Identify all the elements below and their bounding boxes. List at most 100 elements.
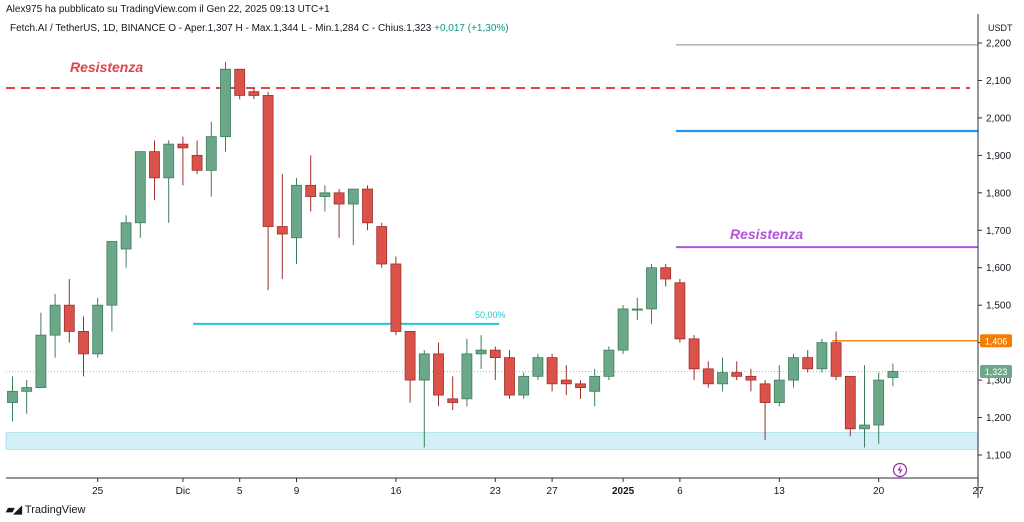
candle [21, 380, 33, 414]
logo-text: TradingView [24, 503, 86, 516]
current-price-badge-bg [980, 364, 1012, 378]
symbol-info-line: Fetch.AI / TetherUS, 1D, BINANCE O - Ape… [10, 23, 509, 34]
x-tick-label: 23 [490, 486, 502, 497]
candle-body [475, 349, 487, 355]
candle-body [390, 263, 402, 332]
candle-body [248, 91, 260, 96]
y-unit-label: USDT [988, 23, 1013, 33]
candle [873, 372, 885, 444]
candle [844, 375, 856, 437]
candle-body [276, 226, 288, 235]
candle [546, 353, 558, 392]
x-tick-label: 27 [973, 486, 985, 497]
candle-body [205, 136, 217, 171]
candle-body [759, 383, 771, 403]
candle [859, 365, 870, 448]
candle-body [461, 353, 473, 400]
candle-body [404, 330, 416, 381]
candle-body [859, 424, 870, 430]
candle [248, 87, 260, 100]
y-tick-label: 1,500 [986, 301, 1011, 312]
y-tick-label: 1,600 [986, 263, 1011, 274]
candle [92, 297, 104, 358]
y-tick-label: 1,200 [986, 413, 1011, 424]
resistance-purple-label: Resistenza [730, 226, 803, 242]
y-tick-label: 1,300 [986, 376, 1011, 387]
candle [276, 174, 288, 279]
candle [220, 61, 231, 152]
candle-body [688, 338, 700, 370]
candle-body [220, 68, 231, 138]
candle [560, 365, 572, 396]
candle [447, 376, 459, 411]
x-tick-label: Dic [176, 486, 190, 497]
candle-body [788, 357, 799, 381]
candle [7, 376, 18, 422]
candle-body [433, 353, 444, 396]
candle-body [234, 68, 246, 96]
candle-body [347, 188, 359, 205]
candle [504, 350, 515, 399]
candle [603, 346, 615, 381]
candle-body [7, 390, 18, 403]
candle-body [532, 357, 544, 377]
support-zone [5, 432, 979, 450]
y-tick-label: 1,700 [986, 226, 1011, 237]
candle [717, 357, 728, 392]
candle-body [78, 330, 89, 355]
candle-body [617, 308, 629, 351]
candle [674, 278, 686, 343]
candle-body [49, 304, 61, 336]
candle [376, 222, 388, 268]
candle-body [816, 342, 828, 370]
tv-logo-icon: ▰◢ [6, 504, 22, 516]
x-tick-label: 25 [92, 486, 104, 497]
lightning-icon-bolt [897, 465, 903, 475]
candle [489, 346, 501, 381]
symbol-name[interactable]: Fetch.AI / TetherUS, 1D, BINANCE [10, 23, 166, 34]
x-tick-label: 2025 [612, 486, 635, 497]
current-price-badge: 1,323 [985, 367, 1008, 377]
ohlc-values: O - Aper.1,307 H - Max.1,344 L - Min.1,2… [168, 23, 432, 34]
candle [589, 368, 601, 407]
candle-body [631, 308, 643, 311]
x-tick-label: 20 [873, 486, 885, 497]
candle-body [418, 353, 430, 381]
x-tick-label: 6 [677, 486, 683, 497]
candle [106, 241, 118, 332]
candle [347, 188, 359, 246]
y-tick-label: 2,200 [986, 39, 1011, 50]
candle [617, 305, 629, 354]
candle [731, 361, 743, 381]
y-tick-label: 1,900 [986, 151, 1011, 162]
labels-layer: Resistenza Resistenza 50,00% [70, 59, 908, 478]
candle-body [305, 184, 317, 197]
candle [319, 185, 331, 212]
publisher-line: Alex975 ha pubblicato su TradingView.com… [6, 4, 330, 15]
tradingview-logo[interactable]: ▰◢ TradingView [6, 503, 86, 517]
candle-body [717, 372, 728, 385]
candle [234, 68, 246, 100]
candle-body [546, 357, 558, 385]
candle [433, 342, 444, 407]
resistance-red-label: Resistenza [70, 59, 143, 75]
candles-layer [7, 61, 899, 448]
candle [291, 177, 302, 264]
candle-body [447, 398, 459, 403]
candle [702, 361, 714, 388]
candle-body [106, 241, 118, 306]
candle-body [35, 334, 47, 388]
candle-body [802, 357, 814, 370]
orange-price-badge: 1,406 [985, 336, 1008, 346]
x-tick-label: 27 [547, 486, 559, 497]
candle-body [873, 379, 885, 426]
candle-body [773, 379, 785, 403]
candle-body [702, 368, 714, 385]
candle-body [589, 375, 601, 392]
candle [418, 350, 430, 448]
candle [887, 363, 899, 387]
candle-body [92, 304, 104, 355]
candle [63, 278, 75, 343]
candle-body [149, 151, 160, 179]
